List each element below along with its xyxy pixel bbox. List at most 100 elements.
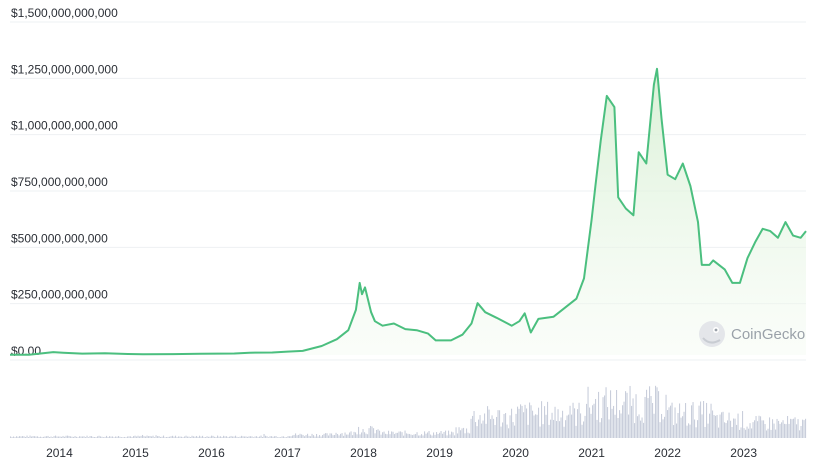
- volume-bar: [608, 419, 610, 438]
- volume-bar: [460, 430, 462, 438]
- volume-bar: [401, 432, 403, 438]
- volume-bar: [40, 436, 42, 438]
- volume-bar: [724, 422, 726, 438]
- volume-bar: [166, 436, 168, 438]
- volume-bar: [305, 435, 307, 438]
- volume-bar: [323, 433, 325, 438]
- volume-bar: [11, 437, 13, 438]
- volume-bar: [275, 436, 277, 438]
- volume-bar: [532, 410, 534, 438]
- volume-bar: [98, 435, 100, 438]
- volume-bar: [140, 435, 142, 438]
- volume-bar: [44, 436, 46, 438]
- volume-bar: [143, 436, 145, 438]
- volume-bar: [637, 416, 639, 438]
- volume-bar: [118, 436, 120, 438]
- volume-bar: [94, 436, 96, 438]
- volume-bar: [424, 431, 426, 438]
- volume-bar: [404, 430, 406, 438]
- volume-bar: [421, 434, 423, 438]
- volume-bar: [479, 415, 481, 438]
- volume-bar: [286, 437, 288, 438]
- volume-bar: [41, 437, 43, 438]
- volume-bar: [103, 437, 105, 438]
- volume-bar: [694, 419, 696, 438]
- volume-bar: [449, 434, 451, 438]
- volume-bar: [784, 423, 786, 438]
- volume-bar: [415, 434, 417, 438]
- volume-bar: [661, 413, 663, 438]
- volume-bar: [707, 423, 709, 438]
- volume-bar: [655, 385, 657, 438]
- volume-bar: [748, 428, 750, 438]
- volume-bar: [800, 425, 802, 438]
- volume-bar: [566, 415, 568, 438]
- volume-bar: [88, 437, 90, 438]
- volume-bar: [265, 435, 267, 438]
- volume-bar: [515, 413, 517, 438]
- volume-bar: [232, 436, 234, 438]
- volume-bar: [544, 406, 546, 438]
- volume-bar: [308, 435, 310, 438]
- volume-bar: [773, 423, 775, 438]
- volume-bar: [740, 427, 742, 438]
- volume-bar: [569, 405, 571, 438]
- volume-bar: [565, 420, 567, 438]
- volume-bar: [526, 408, 528, 438]
- volume-bar: [272, 436, 274, 438]
- volume-bar: [185, 435, 187, 438]
- volume-bar: [457, 433, 459, 438]
- volume-bar: [202, 435, 204, 438]
- volume-bar: [755, 416, 757, 438]
- volume-bar: [310, 436, 312, 438]
- volume-bar: [598, 391, 600, 438]
- volume-bar: [377, 429, 379, 438]
- volume-bar: [254, 436, 256, 438]
- y-tick-label: $250,000,000,000: [11, 288, 108, 302]
- volume-bar: [89, 436, 91, 438]
- volume-bar: [55, 435, 57, 438]
- volume-bar: [349, 432, 351, 438]
- volume-bar: [745, 429, 747, 438]
- volume-bar: [65, 435, 67, 438]
- volume-bar: [760, 416, 762, 438]
- volume-bar: [731, 426, 733, 438]
- volume-bar: [797, 419, 799, 438]
- volume-bar: [82, 436, 84, 438]
- volume-bar: [350, 431, 352, 438]
- volume-bar: [592, 405, 594, 438]
- volume-bar: [619, 410, 621, 438]
- volume-bar: [601, 418, 603, 438]
- volume-bar: [206, 436, 208, 438]
- volume-bar: [113, 437, 115, 438]
- volume-bar: [614, 414, 616, 438]
- volume-bar: [622, 405, 624, 438]
- volume-bar: [679, 403, 681, 438]
- x-tick-label: 2014: [46, 446, 73, 460]
- volume-bar: [475, 422, 477, 438]
- volume-bar: [139, 436, 141, 438]
- volume-bar: [698, 405, 700, 438]
- volume-bar: [353, 431, 355, 438]
- volume-bar: [790, 418, 792, 438]
- volume-bar: [290, 436, 292, 438]
- volume-bar: [730, 420, 732, 438]
- volume-bar: [668, 407, 670, 438]
- volume-bar: [721, 412, 723, 438]
- volume-bar: [223, 435, 225, 438]
- volume-bar: [253, 437, 255, 438]
- y-tick-label: $1,500,000,000,000: [11, 6, 118, 20]
- volume-bar: [793, 418, 795, 438]
- volume-bar: [163, 435, 165, 438]
- volume-bar: [697, 420, 699, 438]
- volume-bar: [331, 433, 333, 438]
- volume-bar: [620, 413, 622, 438]
- volume-bar: [251, 436, 253, 438]
- volume-bar: [110, 436, 112, 438]
- volume-bar: [640, 420, 642, 438]
- x-tick-label: 2017: [274, 446, 301, 460]
- volume-bar: [131, 437, 133, 438]
- volume-bar: [728, 412, 730, 438]
- volume-bar: [268, 437, 270, 438]
- volume-bar: [778, 420, 780, 438]
